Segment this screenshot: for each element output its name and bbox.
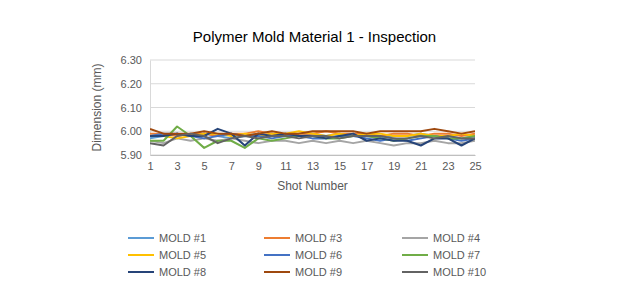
x-tick: 3 [175,155,181,172]
legend-label: MOLD #10 [433,266,486,278]
y-tick: 6.10 [121,102,150,114]
x-tick-label: 19 [388,160,400,172]
legend-swatch [264,271,290,273]
x-tick-label: 1 [147,160,153,172]
legend-swatch [128,237,154,239]
x-tick-label: 15 [334,160,346,172]
grid-line [150,155,475,156]
chart-title: Polymer Mold Material 1 - Inspection [193,28,436,45]
x-tick-label: 9 [256,160,262,172]
legend-item: MOLD #6 [264,249,342,261]
x-tick: 23 [442,155,454,172]
y-tick-label: 5.90 [121,149,142,161]
x-tick-label: 11 [280,160,291,172]
y-tick-label: 6.30 [121,54,142,66]
x-tick: 7 [229,155,235,172]
x-tick: 25 [469,155,481,172]
y-axis-title: Dimension (mm) [90,63,104,151]
series-line [150,134,475,146]
legend-swatch [128,254,154,256]
legend-label: MOLD #1 [159,232,206,244]
x-axis-line [151,155,476,156]
y-tick: 6.20 [121,78,150,90]
legend-item: MOLD #1 [128,232,206,244]
legend-item: MOLD #3 [264,232,342,244]
legend-item: MOLD #5 [128,249,206,261]
legend-label: MOLD #7 [433,249,480,261]
legend-item: MOLD #10 [402,266,486,278]
grid-line [150,107,475,108]
legend-swatch [264,254,290,256]
y-tick-label: 6.20 [121,78,142,90]
grid [150,60,475,155]
series-line [150,127,475,148]
y-tick: 5.90 [121,149,150,161]
legend-swatch [264,237,290,239]
x-tick-label: 17 [361,160,373,172]
x-tick: 17 [361,155,373,172]
y-axis: 5.90 6.00 6.10 6.20 6.30 [121,54,151,161]
x-tick: 5 [202,155,208,172]
x-tick: 9 [256,155,262,172]
legend-label: MOLD #8 [159,266,206,278]
x-tick-label: 13 [307,160,319,172]
series-line [150,129,475,146]
x-tick: 13 [307,155,319,172]
legend-label: MOLD #5 [159,249,206,261]
legend-item: MOLD #9 [264,266,342,278]
y-tick-label: 6.10 [121,102,142,114]
x-tick-label: 21 [415,160,427,172]
legend-swatch [402,271,428,273]
x-tick: 15 [334,155,346,172]
x-tick-label: 5 [202,160,208,172]
legend-label: MOLD #3 [295,232,342,244]
legend: MOLD #1 MOLD #3 MOLD #4 MOLD #5 MOLD #6 MOLD … [128,232,486,278]
y-tick-label: 6.00 [121,125,142,137]
x-tick: 19 [388,155,400,172]
legend-label: MOLD #4 [433,232,480,244]
x-tick-label: 25 [469,160,481,172]
x-axis: 135791113151719212325 [147,155,481,172]
legend-swatch [402,254,428,256]
legend-label: MOLD #6 [295,249,342,261]
x-tick-label: 7 [229,160,235,172]
x-tick: 21 [415,155,427,172]
x-axis-title: Shot Number [277,179,348,193]
grid-line [150,60,475,61]
legend-swatch [402,237,428,239]
legend-item: MOLD #7 [402,249,480,261]
x-tick: 1 [147,155,153,172]
x-tick: 11 [280,155,291,172]
x-tick-label: 23 [442,160,454,172]
plot-area [150,127,475,148]
legend-label: MOLD #9 [295,266,342,278]
y-tick: 6.00 [121,125,150,137]
y-tick: 6.30 [121,54,150,66]
legend-item: MOLD #8 [128,266,206,278]
x-tick-label: 3 [175,160,181,172]
legend-swatch [128,271,154,273]
chart: 5.906.006.106.206.3013579111315171921232… [0,0,620,300]
legend-item: MOLD #4 [402,232,480,244]
grid-line [150,83,475,84]
